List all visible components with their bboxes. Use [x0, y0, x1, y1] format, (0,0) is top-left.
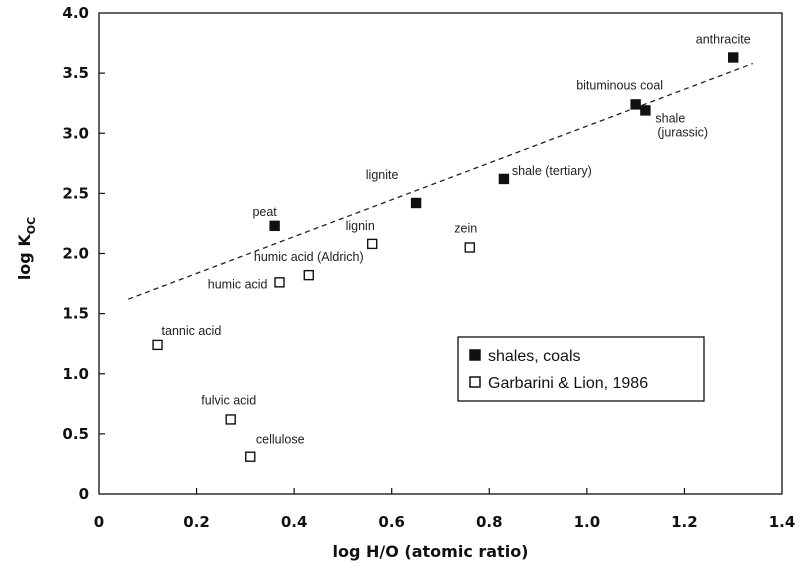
point-label: lignite — [366, 168, 399, 182]
trendline-layer — [128, 62, 753, 300]
filled-square-point — [498, 173, 510, 185]
point-label-line: shale — [655, 111, 685, 125]
point-label: cellulose — [256, 433, 305, 447]
open-square-point — [367, 238, 378, 250]
y-axis-title: log KOC — [15, 217, 38, 280]
point-label: shale (tertiary) — [512, 164, 592, 178]
x-tick-label: 0.8 — [476, 513, 503, 531]
y-tick-label: 1.5 — [62, 305, 89, 323]
y-tick-label: 2.5 — [62, 184, 89, 202]
point-label-line: shale (tertiary) — [512, 164, 592, 178]
point-label-line: anthracite — [696, 32, 751, 46]
legend: shales, coals Garbarini & Lion, 1986 — [457, 336, 705, 402]
point-label: anthracite — [696, 32, 751, 46]
open-square-point — [303, 269, 314, 281]
point-label-line: fulvic acid — [201, 393, 256, 407]
x-tick-label: 0.6 — [378, 513, 405, 531]
y-tick-label: 2.0 — [62, 245, 89, 263]
filled-square-point — [410, 197, 422, 209]
y-tick-label: 3.5 — [62, 64, 89, 82]
point-label-line: peat — [252, 205, 277, 219]
point-label: shale (jurassic) — [655, 111, 708, 139]
y-tick-label: 0 — [79, 485, 89, 503]
y-tick-label: 4.0 — [62, 4, 89, 22]
legend-label: Garbarini & Lion, 1986 — [488, 375, 648, 392]
open-square-point — [245, 451, 256, 462]
point-label-line: lignin — [346, 219, 375, 233]
point-label: humic acid — [208, 277, 268, 291]
legend-filled-square-icon — [469, 349, 481, 361]
y-tick-label: 0.5 — [62, 425, 89, 443]
x-tick-label: 0.4 — [281, 513, 308, 531]
point-label: zein — [454, 221, 477, 235]
x-tick-label: 1.2 — [671, 513, 698, 531]
x-tick-label: 0.2 — [183, 513, 210, 531]
legend-label: shales, coals — [488, 348, 581, 365]
y-axis-title-subscript: OC — [25, 217, 38, 234]
open-square-point — [464, 242, 475, 253]
point-label: fulvic acid — [201, 393, 256, 407]
filled-square-point — [269, 220, 280, 232]
plot-frame — [98, 12, 783, 495]
point-label: humic acid (Aldrich) — [254, 250, 364, 264]
data-points-layer — [152, 52, 739, 462]
legend-open-square-icon — [469, 376, 481, 388]
trendline — [128, 62, 753, 300]
point-label: peat — [252, 205, 277, 219]
open-square-point — [152, 339, 163, 351]
point-label-line: tannic acid — [162, 324, 222, 338]
y-tick-label: 3.0 — [62, 124, 89, 142]
x-tick-label: 1.0 — [574, 513, 601, 531]
filled-square-point — [640, 105, 651, 116]
point-label-line: bituminous coal — [576, 78, 663, 92]
x-axis-title: log H/O (atomic ratio) — [333, 542, 529, 561]
point-label-line: zein — [454, 221, 477, 235]
x-tick-label: 1.4 — [769, 513, 796, 531]
legend-box — [457, 336, 705, 402]
x-tick-label: 0 — [94, 513, 104, 531]
point-label-line: humic acid — [208, 277, 268, 291]
point-labels-layer: peat lignite shale (tertiary) bituminous co… — [162, 32, 751, 446]
open-square-point — [225, 414, 236, 425]
point-label: bituminous coal — [576, 78, 663, 92]
filled-square-point — [728, 52, 739, 63]
filled-square-point — [630, 99, 641, 110]
point-label-line: humic acid (Aldrich) — [254, 250, 364, 264]
point-label: tannic acid — [162, 324, 222, 338]
point-label: lignin — [346, 219, 375, 233]
point-label-line: (jurassic) — [657, 125, 708, 139]
point-label-line: lignite — [366, 168, 399, 182]
point-label-line: cellulose — [256, 433, 305, 447]
axes: 0 0.2 0.4 0.6 0.8 1.0 1.2 1.4 0 0.5 1.0 1.5 2.0 2.5 3.… — [15, 4, 795, 561]
open-square-point — [274, 277, 285, 288]
y-tick-label: 1.0 — [62, 365, 89, 383]
